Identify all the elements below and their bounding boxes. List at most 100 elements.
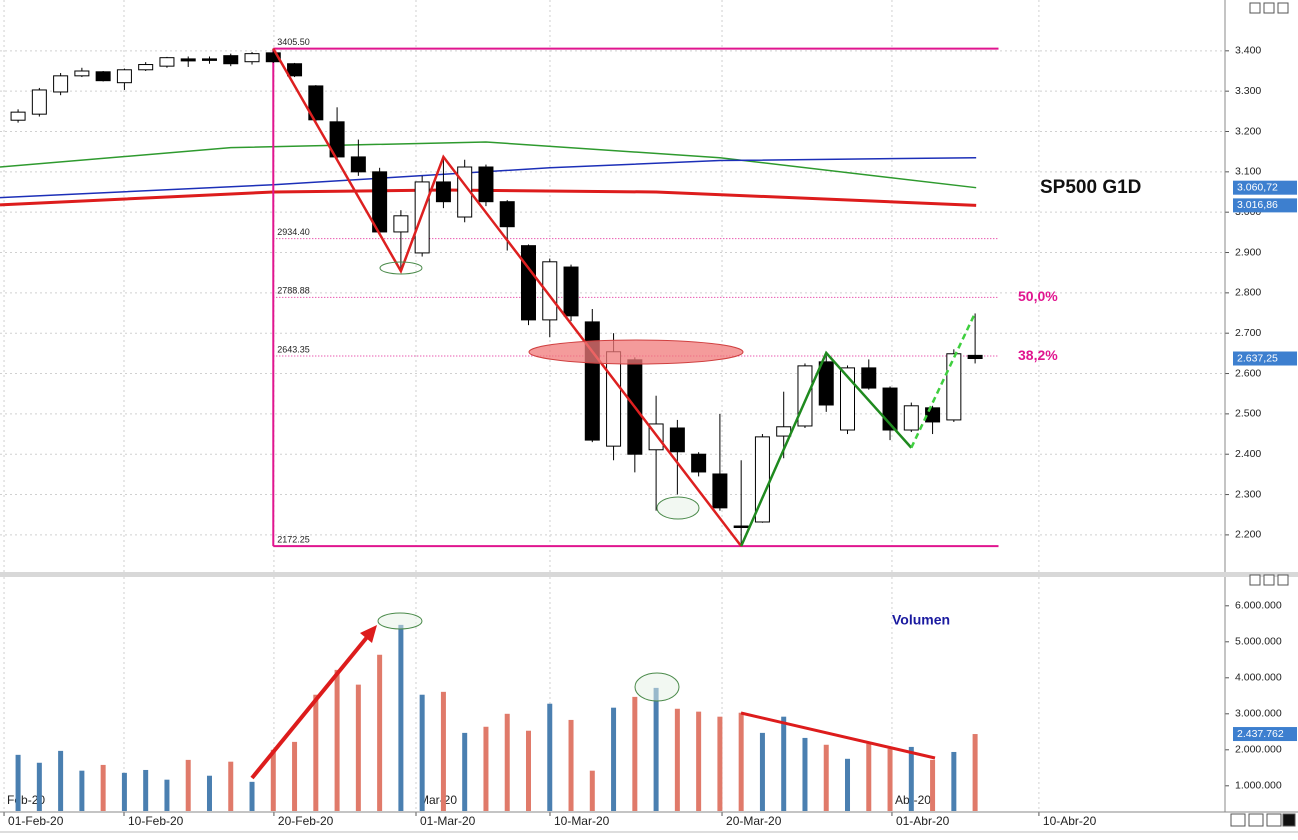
- trend-line: [740, 711, 936, 760]
- candle-body: [606, 351, 622, 447]
- candle-body: [329, 121, 345, 158]
- candle-body: [967, 354, 983, 360]
- volume-bar: [143, 769, 149, 811]
- volume-bar: [419, 694, 425, 811]
- volume-bar: [930, 759, 936, 811]
- toolbar-button[interactable]: [1248, 813, 1264, 827]
- volume-bar: [696, 711, 702, 811]
- toolbar-button[interactable]: [1282, 813, 1296, 827]
- y-tick-label: 4.000.000: [1235, 672, 1282, 684]
- volume-bar: [249, 781, 255, 811]
- candle-body: [712, 473, 728, 509]
- candle-body: [520, 245, 536, 321]
- price-tag-label: 3.016,86: [1237, 199, 1278, 211]
- volume-bar: [632, 696, 638, 811]
- volume-bar: [377, 654, 383, 811]
- volume-bar: [100, 764, 106, 811]
- candle-body: [287, 63, 303, 77]
- trend-line: [740, 350, 913, 547]
- y-tick-label: 2.300: [1235, 488, 1261, 500]
- maximize-button[interactable]: [1263, 2, 1275, 14]
- candle-body: [138, 64, 154, 71]
- volume-bar: [228, 761, 234, 811]
- y-tick-label: 3.200: [1235, 125, 1261, 137]
- volume-bar: [292, 741, 298, 811]
- y-tick-label: 2.500: [1235, 408, 1261, 420]
- pane-title: Volumen: [892, 612, 950, 628]
- volume-bar: [355, 684, 361, 811]
- volume-bar: [79, 770, 85, 811]
- highlight: [377, 612, 423, 630]
- level-label: 2643.35: [277, 344, 310, 354]
- y-tick-label: 2.900: [1235, 246, 1261, 258]
- y-tick-label: 3.000.000: [1235, 708, 1282, 720]
- axis-area: [1225, 0, 1298, 840]
- y-tick-label: 2.000.000: [1235, 744, 1282, 756]
- toolbar-button[interactable]: [1266, 813, 1282, 827]
- candle-body: [308, 85, 324, 121]
- candle-body: [478, 166, 494, 203]
- moving-average: [0, 141, 977, 189]
- month-label: Mar-20: [419, 793, 457, 807]
- minimize-button[interactable]: [1249, 574, 1261, 586]
- volume-bar: [759, 732, 765, 811]
- candle-body: [435, 181, 451, 203]
- volume-bar: [440, 691, 446, 811]
- value-tag-label: 2.437.762: [1237, 728, 1284, 740]
- y-tick-label: 2.600: [1235, 367, 1261, 379]
- candle-body: [840, 367, 856, 431]
- toolbar-button[interactable]: [1230, 813, 1246, 827]
- price-tag: [1233, 351, 1297, 366]
- y-tick-label: 2.200: [1235, 529, 1261, 541]
- candle-body: [733, 525, 749, 529]
- candle-body: [223, 55, 239, 65]
- volume-bar: [738, 712, 744, 811]
- maximize-button[interactable]: [1263, 574, 1275, 586]
- plot: 01-Feb-20 10-Feb-20 20-Feb-20 01-Mar-20 10-M…: [0, 37, 1297, 828]
- volume-bar: [483, 726, 489, 811]
- close-button[interactable]: [1277, 2, 1289, 14]
- volume-bar: [887, 748, 893, 811]
- minimize-button[interactable]: [1249, 2, 1261, 14]
- volume-bar: [717, 716, 723, 811]
- candle-body: [53, 75, 69, 93]
- candle-body: [669, 427, 685, 453]
- level-note: 38,2%: [1018, 347, 1058, 363]
- highlight: [634, 672, 680, 702]
- x-tick-label: 01-Feb-20: [8, 814, 64, 828]
- trend-line: [910, 312, 977, 449]
- candle-body: [818, 361, 834, 406]
- candle-body: [691, 453, 707, 473]
- highlight: [528, 339, 744, 365]
- volume-bar: [845, 758, 851, 811]
- volume-bar: [164, 779, 170, 811]
- arrow-head: [360, 625, 377, 643]
- candle-body: [797, 365, 813, 427]
- y-tick-label: 3.100: [1235, 166, 1261, 178]
- price-tag-label: 2.637,25: [1237, 352, 1278, 364]
- candle-body: [563, 266, 579, 317]
- volume-bar: [36, 762, 42, 811]
- candle-body: [776, 426, 792, 437]
- volume-bar: [908, 746, 914, 811]
- volume-bar: [781, 716, 787, 811]
- price-tag-label: 3.060,72: [1237, 181, 1278, 193]
- candle-body: [116, 69, 132, 84]
- x-tick-label: 20-Feb-20: [278, 814, 334, 828]
- volume-bar: [589, 770, 595, 811]
- candle-body: [393, 215, 409, 233]
- x-tick-label: 10-Mar-20: [554, 814, 610, 828]
- candle-body: [542, 261, 558, 321]
- y-tick-label: 5.000.000: [1235, 636, 1282, 648]
- volume-bar: [547, 703, 553, 811]
- volume-bar: [823, 744, 829, 811]
- volume-bar: [972, 734, 978, 811]
- volume-bar: [15, 754, 21, 811]
- close-button[interactable]: [1277, 574, 1289, 586]
- level-label: 2934.40: [277, 227, 310, 237]
- candle-body: [159, 57, 175, 67]
- volume-bar: [121, 772, 127, 811]
- volume-bar: [568, 719, 574, 811]
- volume-bar: [866, 743, 872, 811]
